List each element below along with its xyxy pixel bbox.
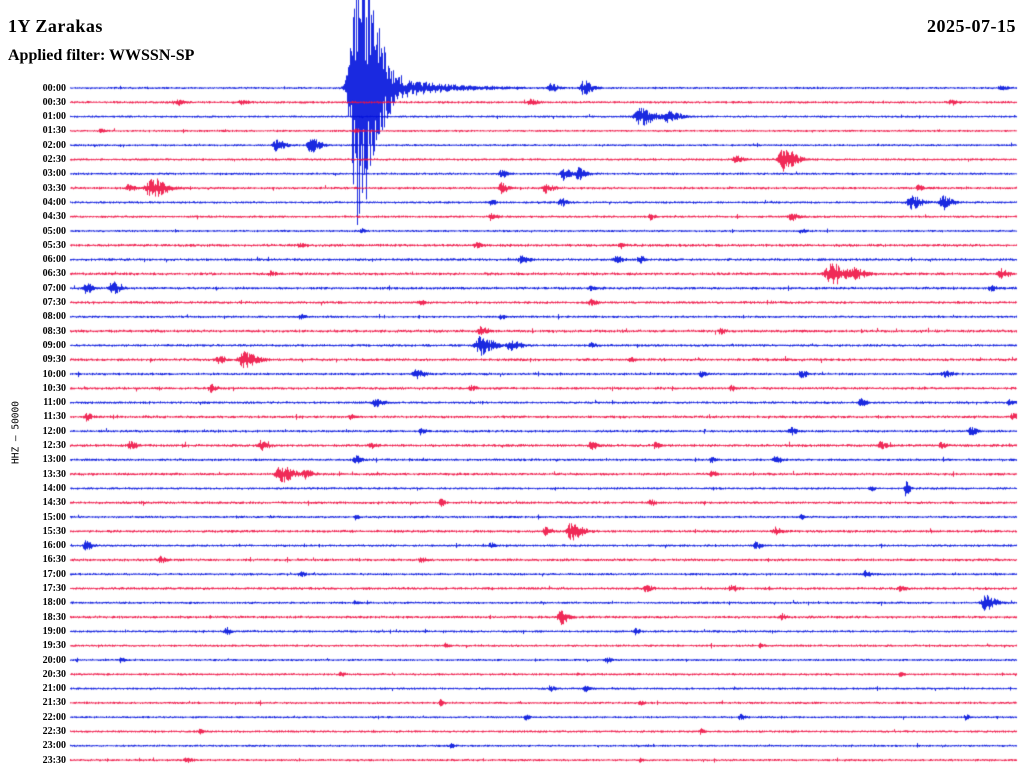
time-label: 05:30 [42, 239, 66, 251]
time-label: 16:00 [42, 540, 66, 552]
time-label: 02:30 [42, 154, 66, 165]
time-label: 11:00 [43, 397, 66, 409]
time-label: 03:00 [42, 168, 66, 180]
time-label: 14:00 [42, 482, 66, 494]
time-label: 12:30 [42, 440, 66, 451]
time-label: 22:30 [42, 726, 66, 737]
time-label: 16:30 [42, 554, 66, 566]
time-label: 20:30 [42, 668, 66, 680]
time-label: 23:00 [42, 740, 66, 752]
axis-scale-label: HHZ – 50000 [10, 401, 22, 464]
time-label: 01:30 [42, 125, 66, 137]
time-label: 00:30 [42, 96, 66, 108]
time-label: 17:00 [42, 568, 66, 580]
time-label: 15:00 [42, 511, 66, 523]
time-label: 19:00 [42, 625, 66, 637]
time-label: 18:30 [42, 611, 66, 623]
time-label: 06:30 [42, 268, 66, 280]
time-label: 18:00 [42, 597, 66, 609]
time-label: 20:00 [42, 654, 66, 666]
time-label: 13:00 [42, 454, 66, 466]
time-label: 13:30 [42, 468, 66, 480]
time-label: 14:30 [42, 497, 66, 509]
time-label: 11:30 [43, 411, 66, 423]
time-label: 00:00 [42, 82, 66, 94]
time-label: 15:30 [42, 525, 66, 537]
time-label: 09:00 [42, 339, 66, 351]
time-label: 05:00 [42, 225, 66, 237]
time-label: 10:00 [42, 368, 66, 380]
time-label: 21:00 [42, 683, 66, 695]
station-title: 1Y Zarakas [8, 16, 103, 36]
time-label: 17:30 [42, 583, 66, 594]
time-label: 07:00 [42, 282, 66, 294]
time-label: 09:30 [42, 354, 66, 366]
time-label: 06:00 [42, 254, 66, 266]
time-label: 07:30 [42, 297, 66, 308]
time-label: 23:30 [42, 754, 66, 766]
time-label: 21:30 [42, 697, 66, 709]
date-label: 2025-07-15 [927, 16, 1016, 36]
time-label: 19:30 [42, 640, 66, 652]
time-label: 22:00 [42, 711, 66, 723]
filter-label: Applied filter: WWSSN-SP [8, 47, 195, 64]
time-label: 08:00 [42, 311, 66, 323]
time-label: 04:30 [42, 211, 66, 223]
time-label: 10:30 [42, 382, 66, 394]
time-label: 12:00 [42, 425, 66, 437]
time-label: 04:00 [42, 196, 66, 208]
time-label: 01:00 [42, 111, 66, 123]
time-label: 08:30 [42, 325, 66, 337]
time-label: 02:00 [42, 139, 66, 151]
time-label: 03:30 [42, 182, 66, 194]
